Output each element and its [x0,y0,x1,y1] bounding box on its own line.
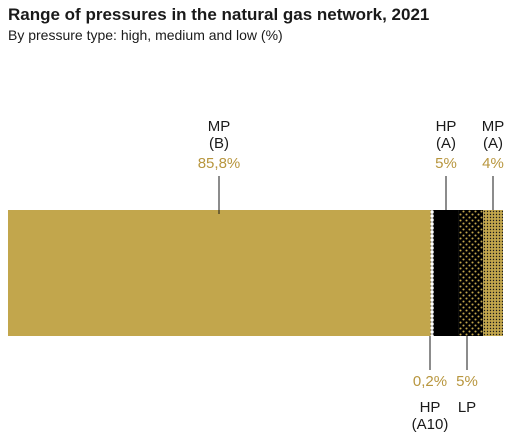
bar-segment-hp-a10 [430,210,434,336]
segment-name-mp-b: (B) [209,135,229,152]
segment-name-mp-a: (A) [483,135,503,152]
bar-segments [8,210,503,336]
bar-segment-hp-a [433,210,459,336]
segment-value-mp-a: 4% [482,155,504,172]
segment-name-mp-b: MP [208,118,231,135]
label-group-hp-a10: 0,2% HP(A10) [412,336,449,433]
segment-name-hp-a10: (A10) [412,416,449,433]
label-group-mp-a: MP(A) 4% [482,118,505,210]
bar-segment-mp-a [483,210,503,336]
segment-name-hp-a: HP [436,118,457,135]
label-group-lp: 5% LP [456,336,478,416]
segment-value-hp-a10: 0,2% [413,373,447,390]
segment-value-hp-a: 5% [435,155,457,172]
label-group-hp-a: HP(A) 5% [435,118,457,210]
segment-name-hp-a: (A) [436,135,456,152]
segment-name-hp-a10: HP [420,399,441,416]
segment-value-mp-b: 85,8% [198,155,241,172]
bar-segment-mp-b [8,210,431,336]
chart-subtitle: By pressure type: high, medium and low (… [8,27,283,43]
chart-title: Range of pressures in the natural gas ne… [8,5,430,24]
segment-value-lp: 5% [456,373,478,390]
segment-name-lp: LP [458,399,476,416]
bar-segment-lp [458,210,484,336]
label-group-mp-b: MP(B) 85,8% [198,118,241,214]
segment-name-mp-a: MP [482,118,505,135]
